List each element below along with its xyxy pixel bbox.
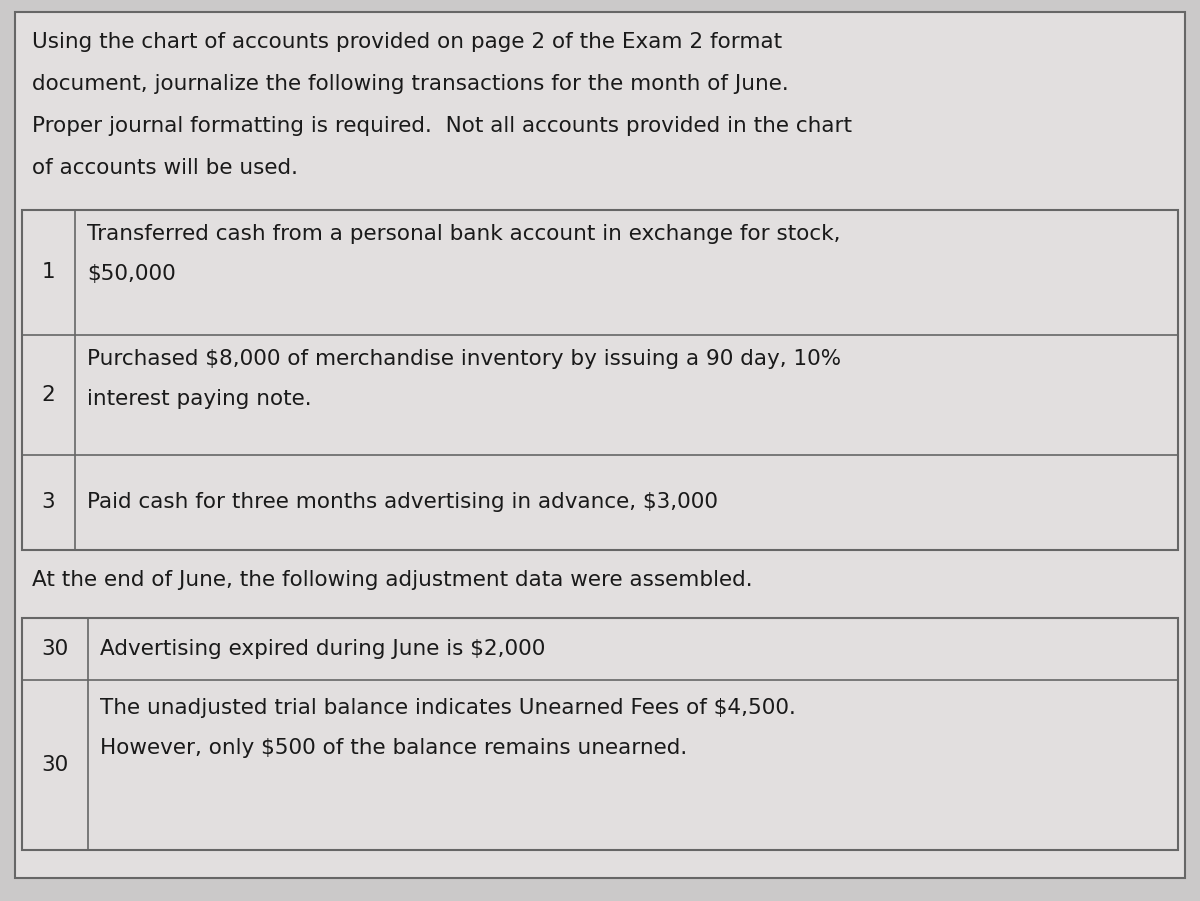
Text: Paid cash for three months advertising in advance, $3,000: Paid cash for three months advertising i…: [88, 493, 718, 513]
Text: document, journalize the following transactions for the month of June.: document, journalize the following trans…: [32, 74, 788, 94]
Text: 30: 30: [41, 639, 68, 659]
Text: of accounts will be used.: of accounts will be used.: [32, 158, 298, 178]
Text: Proper journal formatting is required.  Not all accounts provided in the chart: Proper journal formatting is required. N…: [32, 116, 852, 136]
Text: Using the chart of accounts provided on page 2 of the Exam 2 format: Using the chart of accounts provided on …: [32, 32, 782, 52]
Text: 30: 30: [41, 755, 68, 775]
Text: Purchased $8,000 of merchandise inventory by issuing a 90 day, 10%: Purchased $8,000 of merchandise inventor…: [88, 349, 841, 369]
Text: $50,000: $50,000: [88, 264, 175, 284]
Text: Transferred cash from a personal bank account in exchange for stock,: Transferred cash from a personal bank ac…: [88, 224, 840, 244]
Text: 3: 3: [42, 493, 55, 513]
Text: 1: 1: [42, 262, 55, 283]
Text: The unadjusted trial balance indicates Unearned Fees of $4,500.: The unadjusted trial balance indicates U…: [100, 698, 796, 718]
Text: At the end of June, the following adjustment data were assembled.: At the end of June, the following adjust…: [32, 570, 752, 590]
Text: interest paying note.: interest paying note.: [88, 389, 312, 409]
Bar: [22, 618, 1178, 850]
Text: However, only $500 of the balance remains unearned.: However, only $500 of the balance remain…: [100, 738, 688, 758]
Text: Advertising expired during June is $2,000: Advertising expired during June is $2,00…: [100, 639, 545, 659]
Text: 2: 2: [42, 385, 55, 405]
Bar: [22, 210, 1178, 550]
